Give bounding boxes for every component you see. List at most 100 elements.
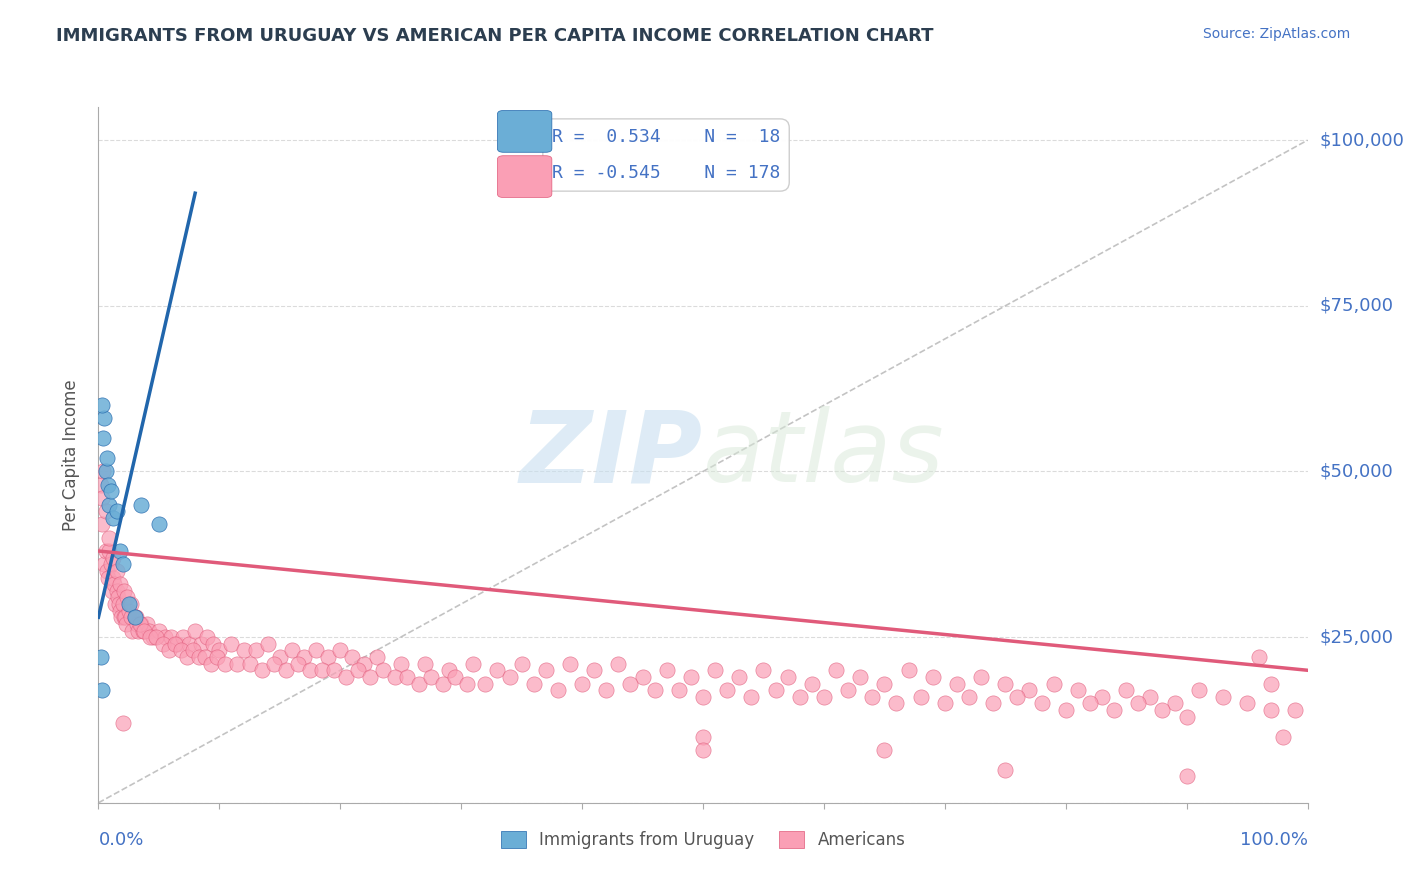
Point (108, 597, 131, 611)
Point (583, 663, 606, 677)
Point (1272, 730, 1295, 744)
Point (91, 431, 114, 445)
Point (91, 465, 114, 479)
Point (90, 477, 112, 491)
Point (112, 610, 135, 624)
Point (1249, 650, 1271, 665)
Point (389, 657, 412, 671)
Point (115, 616, 138, 631)
Text: $25,000: $25,000 (1320, 628, 1393, 646)
Point (90, 650, 112, 665)
Point (101, 550, 124, 565)
Point (432, 676, 454, 690)
Point (232, 643, 254, 657)
Point (166, 637, 188, 651)
Point (177, 637, 201, 651)
Point (800, 676, 823, 690)
Point (371, 663, 394, 677)
Point (98, 498, 121, 512)
Point (946, 676, 969, 690)
Point (101, 511, 124, 525)
Point (120, 597, 142, 611)
Point (200, 657, 222, 671)
Point (897, 663, 920, 677)
Point (1018, 683, 1040, 698)
Point (329, 643, 352, 657)
Point (1212, 690, 1234, 704)
Point (94, 544, 117, 558)
Point (837, 683, 859, 698)
Point (94, 465, 117, 479)
Point (226, 657, 249, 671)
Point (96, 564, 118, 578)
Point (486, 663, 509, 677)
Point (129, 498, 152, 512)
Point (256, 637, 278, 651)
Point (1067, 683, 1090, 698)
Point (534, 663, 557, 677)
Point (716, 683, 738, 698)
Point (776, 670, 799, 684)
Point (107, 591, 129, 605)
Point (100, 484, 122, 499)
Point (631, 670, 654, 684)
Point (873, 676, 896, 690)
Point (97, 570, 120, 584)
Point (105, 583, 128, 598)
Text: R =  0.534    N =  18
R = -0.545    N = 178: R = 0.534 N = 18 R = -0.545 N = 178 (551, 128, 780, 182)
Point (91, 491, 114, 505)
Text: Source: ZipAtlas.com: Source: ZipAtlas.com (1202, 27, 1350, 41)
Point (1188, 683, 1211, 698)
Point (347, 663, 370, 677)
Point (825, 663, 848, 677)
Point (1163, 697, 1185, 711)
Point (195, 630, 218, 644)
Point (668, 683, 690, 698)
Point (93, 558, 115, 572)
Point (145, 630, 167, 644)
Point (114, 610, 136, 624)
Point (1236, 697, 1258, 711)
Point (208, 643, 231, 657)
Point (692, 743, 714, 757)
Point (437, 663, 460, 677)
Point (1175, 709, 1198, 723)
Point (112, 583, 135, 598)
Text: $75,000: $75,000 (1320, 297, 1393, 315)
Point (148, 517, 170, 532)
Point (287, 657, 309, 671)
Legend: Immigrants from Uruguay, Americans: Immigrants from Uruguay, Americans (492, 822, 914, 857)
Point (523, 676, 546, 690)
Point (849, 670, 872, 684)
Point (1260, 676, 1282, 690)
Point (395, 670, 418, 684)
Text: 100.0%: 100.0% (1240, 830, 1308, 848)
Point (117, 591, 139, 605)
Point (994, 676, 1017, 690)
Point (190, 637, 212, 651)
Point (595, 683, 617, 698)
Point (221, 637, 243, 651)
Point (366, 650, 388, 665)
Point (157, 643, 180, 657)
Point (1007, 690, 1029, 704)
Point (607, 657, 630, 671)
Point (679, 670, 702, 684)
Point (160, 630, 183, 644)
Text: 0.0%: 0.0% (98, 830, 143, 848)
Point (111, 597, 134, 611)
Point (118, 604, 141, 618)
Point (1128, 697, 1150, 711)
Point (655, 663, 678, 677)
Point (1054, 703, 1077, 717)
Point (408, 676, 430, 690)
Point (1284, 703, 1306, 717)
Point (281, 643, 304, 657)
Point (148, 624, 170, 638)
Point (176, 650, 198, 665)
Point (135, 616, 157, 631)
Point (124, 610, 146, 624)
Text: ZIP: ZIP (520, 407, 703, 503)
Point (981, 697, 1004, 711)
Point (474, 676, 496, 690)
